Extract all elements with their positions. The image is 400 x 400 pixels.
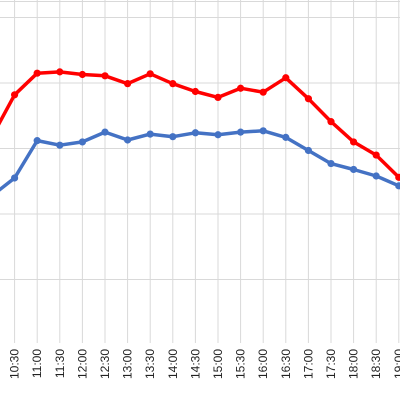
series-2-point (33, 137, 41, 145)
x-tick-label: 14:00 (166, 349, 180, 379)
x-tick-label: 12:30 (98, 349, 112, 379)
x-tick-label: 18:00 (347, 349, 361, 379)
x-tick-label: 17:00 (301, 349, 315, 379)
x-tick-label: 12:00 (75, 349, 89, 379)
series-2-point (395, 182, 400, 190)
series-2-point (327, 159, 335, 168)
series-1-point (327, 118, 335, 126)
series-1-point (304, 95, 312, 103)
series-2-point (350, 165, 358, 174)
series-2-point (78, 138, 86, 146)
series-2-point (214, 131, 222, 139)
series-1-point (237, 84, 245, 92)
series-1-point (350, 138, 358, 146)
series-1-point (191, 87, 199, 96)
series-1-point (11, 91, 19, 99)
x-tick-label: 15:00 (211, 349, 225, 379)
series-2-point (282, 133, 290, 141)
series-1-point (169, 80, 177, 88)
series-2-point (146, 130, 154, 138)
x-tick-label: 18:30 (369, 349, 383, 379)
x-tick-label: 13:30 (143, 349, 157, 379)
series-1-point (214, 93, 222, 102)
series-2-point (56, 141, 64, 149)
x-tick-label: 15:30 (234, 349, 248, 379)
series-2-point (237, 128, 245, 136)
x-tick-label: 16:30 (279, 349, 293, 379)
series-1-point (259, 88, 267, 96)
x-tick-label: 17:30 (324, 349, 338, 379)
series-2-point (372, 172, 380, 180)
series-1-point (78, 70, 86, 79)
x-tick-label: 13:00 (121, 349, 135, 379)
series-1-point (372, 151, 380, 159)
series-2-point (11, 174, 19, 182)
x-tick-label: 11:00 (30, 349, 44, 378)
x-tick-label: 16:00 (256, 349, 270, 379)
series-1-point (124, 80, 132, 88)
x-tick-label: 10:30 (8, 349, 22, 379)
series-1-point (33, 69, 41, 77)
series-1-point (146, 70, 154, 78)
series-1-point (56, 68, 64, 76)
series-1-point (282, 74, 290, 82)
series-2-point (169, 133, 177, 141)
series-1-point (101, 72, 109, 80)
series-2-point (124, 136, 132, 144)
series-2-point (101, 128, 109, 136)
x-tick-label: 14:30 (188, 349, 202, 379)
series-2-point (191, 129, 199, 137)
x-tick-label: 19:00 (392, 349, 400, 379)
series-1-point (395, 173, 400, 181)
series-2-point (259, 127, 267, 135)
x-axis-tick-labels: 10:30 11:00 11:30 12:00 12:30 13:00 13:30 14:00… (8, 349, 400, 379)
x-tick-label: 11:30 (53, 349, 67, 378)
series-2-point (304, 146, 312, 155)
series-group (0, 68, 400, 192)
